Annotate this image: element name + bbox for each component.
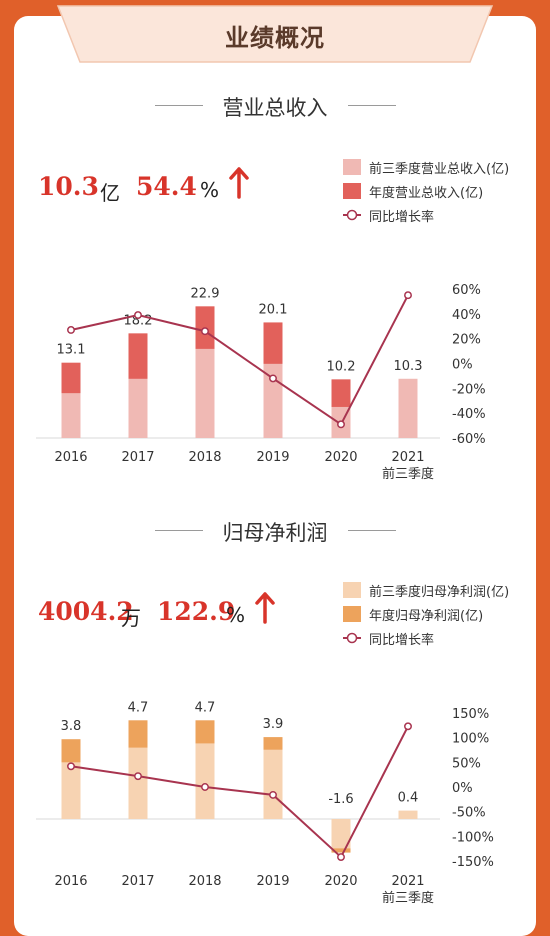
legend-swatch-growth <box>343 207 361 223</box>
bar-q3 <box>398 810 418 819</box>
up-arrow-icon <box>255 592 275 624</box>
title-divider-right <box>348 105 396 106</box>
legend-label-q3: 前三季度归母净利润(亿) <box>369 584 510 600</box>
x-tick-label: 2019 <box>256 450 289 465</box>
growth-point <box>201 783 209 791</box>
growth-line <box>70 725 409 859</box>
bar-q3 <box>263 749 283 819</box>
x-tick-label: 2021 <box>391 874 424 889</box>
revenue-growth: 54.4 <box>136 172 197 201</box>
x-tick-label: 前三季度 <box>382 466 434 482</box>
right-axis-tick-label: 60% <box>452 283 481 298</box>
x-tick-label: 2021 <box>391 450 424 465</box>
right-axis-tick-label: 0% <box>452 358 473 373</box>
profit-unit: 万 <box>121 606 141 630</box>
x-tick-label: 2020 <box>324 874 357 889</box>
bar-q3 <box>128 378 148 438</box>
legend-swatch-annual <box>343 606 361 622</box>
revenue-unit: 亿 <box>100 181 120 205</box>
growth-point <box>337 420 345 429</box>
right-axis-tick-label: 100% <box>452 732 489 747</box>
data-label: 4.7 <box>128 700 149 715</box>
x-tick-label: 前三季度 <box>382 890 434 906</box>
growth-point <box>337 853 345 862</box>
profit-section-title: 归母净利润 <box>222 521 328 545</box>
legend-label-q3: 前三季度营业总收入(亿) <box>369 161 510 177</box>
legend-swatch-q3 <box>343 582 361 598</box>
right-axis-tick-label: 20% <box>452 333 481 348</box>
data-label: 13.1 <box>57 343 86 358</box>
profit-value: 4004.2 <box>38 597 134 626</box>
x-tick-label: 2017 <box>121 874 154 889</box>
right-axis-tick-label: -20% <box>452 382 486 397</box>
right-axis-tick-label: -150% <box>452 855 494 870</box>
growth-point <box>269 790 277 799</box>
x-tick-label: 2020 <box>324 450 357 465</box>
data-label: 10.3 <box>394 359 423 374</box>
data-label: -1.6 <box>328 792 353 807</box>
x-tick-label: 2018 <box>188 874 221 889</box>
revenue-section-title: 营业总收入 <box>222 96 328 120</box>
title-divider-left <box>155 105 203 106</box>
legend-swatch-growth <box>343 630 361 646</box>
x-tick-label: 2016 <box>54 450 87 465</box>
bar-q3 <box>195 743 215 819</box>
x-tick-label: 2016 <box>54 874 87 889</box>
x-tick-label: 2017 <box>121 450 154 465</box>
bar-q3 <box>128 747 148 819</box>
growth-point <box>269 374 277 383</box>
bar-q3 <box>398 378 418 438</box>
growth-line <box>70 294 409 426</box>
right-axis-tick-label: -100% <box>452 830 494 845</box>
growth-point <box>67 326 75 334</box>
growth-point <box>404 722 412 731</box>
right-axis-tick-label: -40% <box>452 407 486 422</box>
legend-swatch-q3 <box>343 159 361 175</box>
legend-label-growth: 同比增长率 <box>369 632 435 648</box>
growth-point <box>404 291 412 300</box>
data-label: 0.4 <box>398 791 419 806</box>
bar-q3 <box>195 348 215 438</box>
growth-point <box>201 327 209 336</box>
bar-q3 <box>61 393 81 438</box>
profit-legend: 前三季度归母净利润(亿) 年度归母净利润(亿) 同比增长率 <box>343 578 509 650</box>
right-axis-tick-label: -50% <box>452 806 486 821</box>
revenue-chart: 13.118.222.920.110.2 10.360%40%20%0%-20%-… <box>36 283 486 482</box>
data-label: 3.8 <box>61 719 82 734</box>
title-divider-left <box>155 530 203 531</box>
bar-q3 <box>331 819 351 849</box>
up-arrow-icon <box>229 167 249 199</box>
right-axis-tick-label: 40% <box>452 308 481 323</box>
legend-label-growth: 同比增长率 <box>369 209 435 225</box>
growth-point <box>134 311 142 320</box>
legend-swatch-annual <box>343 183 361 199</box>
right-axis-tick-label: 150% <box>452 707 489 722</box>
right-axis-tick-label: -60% <box>452 432 486 447</box>
bar-q3 <box>61 762 81 819</box>
profit-growth-unit: % <box>226 603 246 627</box>
data-label: 10.2 <box>327 359 356 374</box>
revenue-value: 10.3 <box>38 172 99 201</box>
data-label: 22.9 <box>191 286 220 301</box>
profit-chart: 3.8 4.7 4.7 3.9 -1.6 0.4 150% 100% 50% 0% -50% -100… <box>36 700 494 906</box>
right-axis-tick-label: 0% <box>452 781 473 796</box>
header-banner <box>56 5 494 63</box>
x-tick-label: 2018 <box>188 450 221 465</box>
legend-label-annual: 年度归母净利润(亿) <box>369 608 484 624</box>
data-label: 20.1 <box>259 302 288 317</box>
revenue-legend: 前三季度营业总收入(亿) 年度营业总收入(亿) 同比增长率 <box>343 155 509 227</box>
profit-growth: 122.9 <box>157 597 236 626</box>
growth-point <box>134 772 142 781</box>
title-divider-right <box>348 530 396 531</box>
x-tick-label: 2019 <box>256 874 289 889</box>
legend-label-annual: 年度营业总收入(亿) <box>369 185 484 201</box>
data-label: 3.9 <box>263 717 284 732</box>
revenue-growth-unit: % <box>200 178 220 202</box>
header-title: 业绩概况 <box>225 24 325 52</box>
data-label: 4.7 <box>195 700 216 715</box>
right-axis-tick-label: 50% <box>452 756 481 771</box>
growth-point <box>67 762 75 771</box>
